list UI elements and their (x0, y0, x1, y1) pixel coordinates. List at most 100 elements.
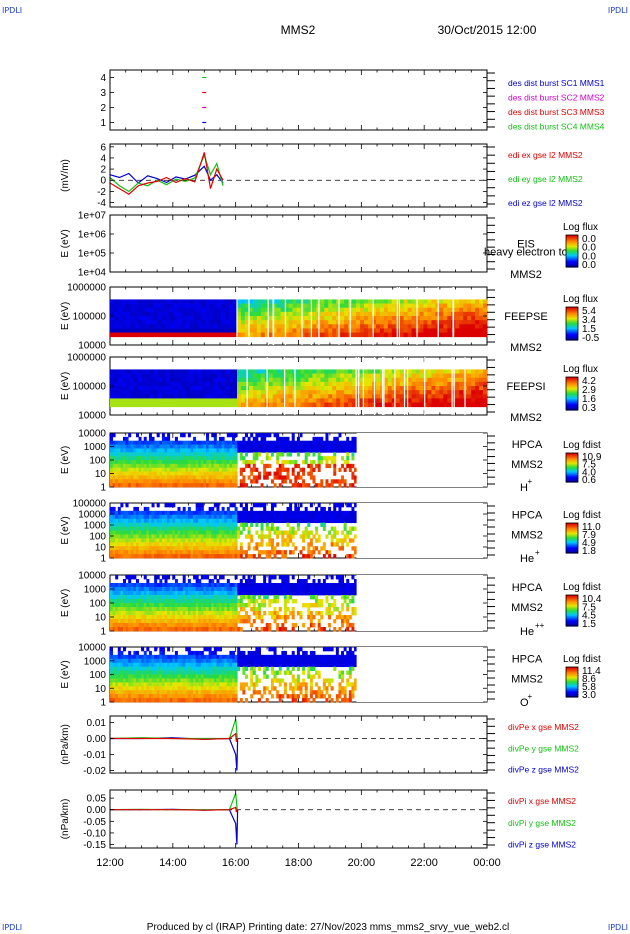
spectrogram-cell (177, 518, 181, 524)
colorbar-swatch (566, 540, 578, 542)
spectrogram-cell (292, 316, 297, 321)
spectrogram-cell (141, 526, 145, 531)
spectrogram-cell (341, 514, 345, 520)
spectrogram-cell (255, 546, 259, 551)
spectrogram-cell (335, 503, 339, 508)
spectrogram-cell (483, 328, 488, 333)
spectrogram-cell (167, 550, 171, 555)
spectrogram-cell (247, 514, 251, 520)
footer-text: Produced by cl (IRAP) Printing date: 27/… (147, 922, 509, 933)
spectrogram-gap (403, 357, 406, 415)
spectrogram-cell (216, 522, 220, 527)
spectrogram-cell (121, 316, 127, 321)
spectrogram-cell (217, 332, 222, 338)
spectrogram-cell (343, 518, 347, 524)
spectrogram-cell (346, 436, 350, 442)
spectrogram-cell (239, 471, 243, 476)
spectrogram-cell (137, 307, 143, 313)
spectrogram-cell (164, 452, 168, 457)
spectrogram-cell (242, 444, 246, 449)
spectrogram-cell (122, 627, 126, 632)
spectrogram-cell (330, 448, 334, 453)
spectrogram-cell (317, 463, 321, 469)
spectrogram-cell (415, 299, 420, 304)
spectrogram-cell (135, 433, 139, 438)
colorbar-swatch (566, 474, 578, 476)
spectrogram-cell (115, 627, 119, 632)
spectrogram-cell (138, 583, 142, 588)
spectrogram-cell (354, 475, 358, 480)
spectrogram-cell (180, 546, 184, 551)
spectrogram-cell (193, 440, 197, 445)
spectrogram-cell (403, 324, 409, 329)
spectrogram-cell (193, 475, 197, 480)
spectrogram-cell (308, 386, 313, 391)
spectrogram-cell (403, 307, 409, 313)
spectrogram-cell (351, 440, 355, 445)
spectrogram-cell (309, 518, 313, 524)
spectrogram-gap (349, 287, 351, 345)
spectrogram-cell (125, 587, 129, 592)
colorbar-tick-label: 7.9 (582, 530, 596, 541)
spectrogram-cell (423, 324, 428, 329)
spectrogram-cell (299, 503, 303, 508)
spectrogram-cell (154, 599, 158, 604)
spectrogram-cell (125, 546, 129, 551)
spectrogram-cell (205, 373, 210, 379)
spectrogram-cell (113, 328, 119, 333)
spectrogram-cell (195, 530, 199, 535)
spectrogram-cell (232, 503, 236, 508)
y-tick-label: 3 (100, 88, 106, 99)
colorbar-swatch (566, 239, 578, 241)
spectrogram-cell (153, 332, 159, 338)
spectrogram-cell (198, 550, 202, 555)
spectrogram-cell (113, 386, 119, 391)
spectrogram-cell (146, 607, 150, 612)
colorbar-swatch (566, 325, 578, 328)
spectrogram-cell (141, 456, 145, 461)
spectrogram-cell (443, 377, 448, 383)
spectrogram-cell (125, 320, 131, 325)
spectrogram-cell (312, 324, 317, 329)
spectrogram-cell (387, 299, 393, 304)
spectrogram-cell (138, 603, 142, 608)
spectrogram-cell (172, 463, 176, 469)
spectrogram-cell (247, 542, 251, 547)
spectrogram-cell (324, 369, 329, 374)
spectrogram-cell (439, 369, 444, 374)
spectrogram-cell (324, 303, 329, 309)
spectrogram-gap (373, 357, 376, 415)
colorbar-tick-label: 4.9 (582, 538, 596, 549)
spectrogram-gap (372, 287, 374, 345)
spectrogram-cell (122, 479, 126, 484)
spectrogram-cell (236, 373, 242, 379)
spectrogram-cell (177, 460, 181, 465)
spectrogram-cell (174, 591, 178, 596)
spectrogram-cell (268, 303, 274, 309)
spectrogram-cell (383, 377, 389, 383)
spectrogram-cell (248, 307, 254, 313)
spectrogram-cell (236, 320, 242, 325)
spectrogram-cell (193, 587, 197, 592)
spectrogram-cell (419, 398, 424, 403)
spectrogram-cell (198, 448, 202, 453)
spectrogram-cell (161, 299, 166, 304)
spectrogram-cell (159, 554, 163, 559)
spectrogram-cell (138, 538, 142, 543)
spectrogram-cell (257, 534, 261, 539)
colorbar-swatch (566, 539, 578, 541)
spectrogram-cell (270, 538, 274, 543)
spectrogram-cell (112, 510, 116, 516)
spectrogram-cell (288, 328, 293, 333)
spectrogram-cell (115, 587, 119, 592)
spectrogram-cell (272, 328, 278, 333)
spectrogram-cell (141, 440, 145, 445)
spectrogram-cell (169, 503, 173, 508)
spectrogram-cell (117, 514, 121, 520)
spectrogram-cell (135, 579, 139, 584)
spectrogram-cell (308, 299, 313, 304)
spectrogram-cell (213, 467, 217, 472)
spectrogram-cell (276, 324, 282, 329)
colorbar-swatch (566, 257, 578, 260)
spectrogram-cell (120, 538, 124, 543)
